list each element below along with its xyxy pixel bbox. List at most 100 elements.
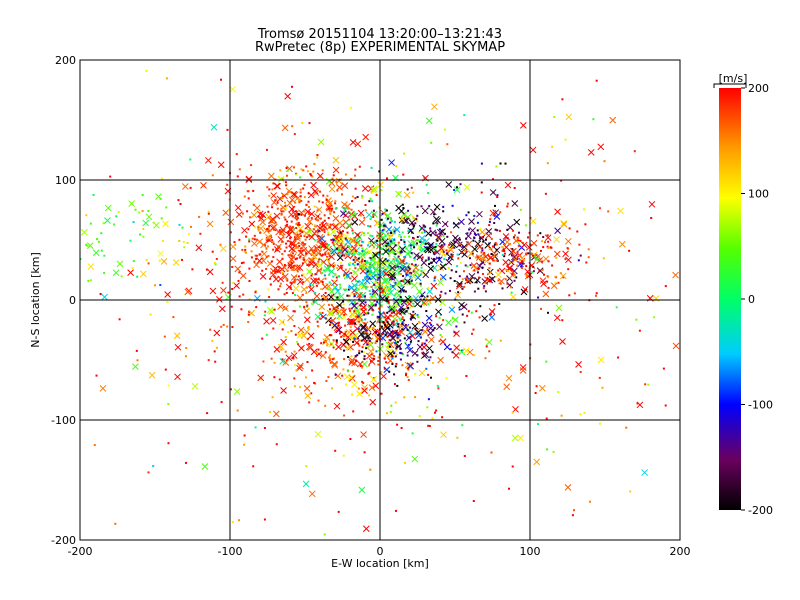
data-point-dot — [564, 138, 567, 141]
data-point-dot — [369, 293, 372, 296]
data-point-dot — [407, 209, 410, 212]
data-point-dot — [372, 327, 375, 329]
data-point-dot — [356, 242, 359, 245]
data-point-dot — [471, 332, 473, 335]
data-point-dot — [372, 290, 374, 293]
data-point-x — [502, 258, 510, 266]
data-point-dot — [366, 251, 369, 254]
data-point-dot — [368, 339, 371, 342]
data-point-dot — [103, 254, 106, 257]
data-point-dot — [381, 291, 384, 294]
data-point-dot — [315, 273, 318, 276]
data-point-dot — [525, 275, 528, 278]
data-point-dot — [367, 244, 369, 247]
data-point-dot — [485, 238, 487, 241]
data-point-dot — [349, 438, 352, 440]
data-point-x — [358, 279, 366, 287]
data-point-x — [101, 293, 108, 301]
data-point-x — [343, 338, 350, 345]
data-point-dot — [399, 251, 402, 254]
x-tick-label: -100 — [218, 545, 243, 558]
data-point-dot — [399, 351, 402, 354]
data-point-dot — [307, 192, 310, 195]
data-point-dot — [160, 217, 163, 220]
data-point-x — [200, 182, 207, 189]
data-point-dot — [309, 283, 312, 286]
data-point-dot — [364, 318, 367, 321]
data-point-dot — [388, 370, 391, 373]
data-point-dot — [321, 253, 324, 256]
data-point-dot — [451, 304, 454, 307]
data-point-dot — [113, 223, 116, 226]
data-point-dot — [297, 275, 300, 278]
data-point-dot — [439, 245, 442, 248]
data-point-dot — [326, 223, 329, 226]
data-point-dot — [340, 264, 342, 267]
data-point-x — [395, 190, 403, 198]
data-point-dot — [142, 235, 145, 238]
data-point-dot — [395, 165, 398, 168]
data-point-dot — [274, 199, 277, 202]
data-point-dot — [357, 288, 360, 291]
data-point-dot — [345, 383, 347, 386]
data-point-dot — [347, 207, 350, 210]
data-point-dot — [215, 258, 218, 260]
data-point-x — [421, 321, 429, 329]
y-tick-label: 200 — [55, 54, 76, 67]
data-point-x — [359, 251, 366, 259]
data-point-dot — [261, 269, 264, 272]
data-point-dot — [427, 247, 430, 250]
data-point-dot — [307, 234, 310, 237]
data-point-dot — [207, 359, 210, 362]
data-point-x — [215, 295, 223, 303]
data-point-dot — [323, 533, 326, 536]
data-point-x — [336, 254, 344, 262]
data-point-dot — [241, 248, 244, 251]
data-point-x — [465, 276, 472, 284]
data-point-dot — [472, 328, 475, 331]
data-point-dot — [380, 371, 383, 373]
data-point-x — [321, 295, 329, 303]
data-point-x — [530, 239, 538, 247]
data-point-dot — [502, 246, 505, 249]
data-point-x — [267, 172, 275, 180]
data-point-x — [260, 241, 267, 249]
data-point-dot — [551, 264, 554, 267]
data-point-dot — [117, 211, 120, 213]
data-point-dot — [402, 173, 405, 176]
data-point-dot — [403, 152, 406, 155]
data-point-x — [529, 217, 537, 225]
data-point-x — [404, 268, 412, 275]
data-point-dot — [520, 267, 523, 270]
data-point-dot — [338, 229, 341, 232]
data-point-x — [389, 272, 396, 279]
data-point-dot — [293, 279, 296, 281]
data-point-dot — [489, 218, 492, 221]
data-point-dot — [513, 274, 516, 276]
data-point-dot — [347, 356, 350, 358]
data-point-dot — [365, 262, 368, 265]
data-point-dot — [384, 334, 387, 336]
data-point-dot — [266, 148, 268, 151]
data-point-x — [498, 277, 505, 285]
data-point-dot — [334, 373, 337, 376]
data-point-dot — [317, 348, 320, 351]
data-point-dot — [328, 281, 331, 284]
data-point-dot — [335, 276, 338, 279]
data-point-dot — [561, 98, 564, 101]
data-point-dot — [406, 376, 409, 378]
data-point-dot — [337, 510, 340, 513]
data-point-dot — [114, 522, 117, 525]
data-point-dot — [394, 346, 397, 349]
data-point-dot — [583, 411, 586, 414]
data-point-dot — [293, 281, 296, 284]
data-point-dot — [279, 247, 282, 250]
data-point-dot — [367, 225, 370, 227]
data-point-dot — [268, 225, 271, 228]
data-point-dot — [295, 215, 297, 218]
data-point-x — [565, 113, 573, 121]
data-point-dot — [480, 191, 483, 194]
data-point-dot — [397, 303, 400, 306]
data-point-dot — [357, 243, 359, 246]
data-point-dot — [310, 174, 313, 177]
